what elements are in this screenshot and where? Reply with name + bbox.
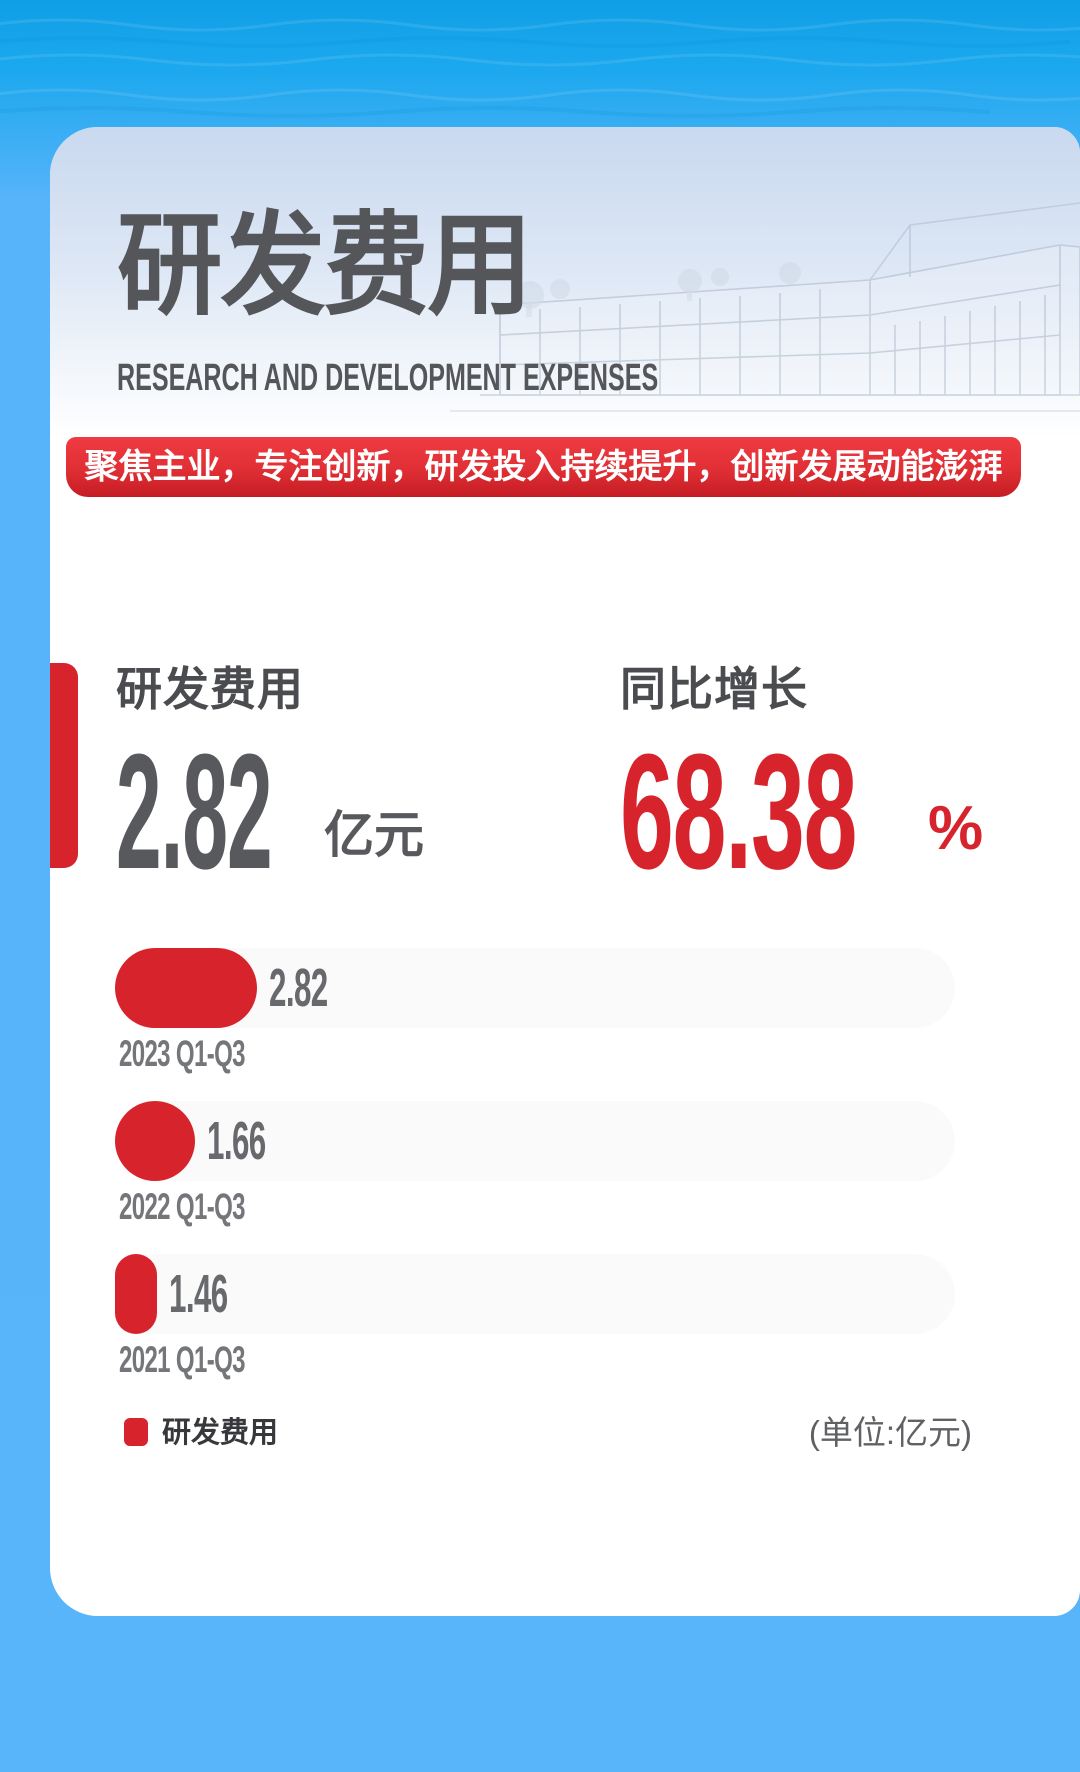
bar-value-label: 1.46 <box>169 1264 228 1324</box>
bar-track: 2.82 <box>115 948 955 1028</box>
bar-category-label: 2022 Q1-Q3 <box>119 1186 246 1227</box>
bar-fill <box>115 1101 195 1181</box>
stat-value: 68.38 <box>620 720 857 903</box>
red-accent-bar <box>50 663 78 868</box>
stat-label: 研发费用 <box>116 663 304 715</box>
content-card: 研发费用 RESEARCH AND DEVELOPMENT EXPENSES 聚… <box>50 127 1080 1616</box>
stat-label: 同比增长 <box>620 663 808 715</box>
stat-value: 2.82 <box>116 720 273 903</box>
bar-value-label: 2.82 <box>269 958 328 1018</box>
legend-swatch <box>124 1418 148 1446</box>
bar-track: 1.46 <box>115 1254 955 1334</box>
bar-category-label: 2021 Q1-Q3 <box>119 1339 246 1380</box>
page-subtitle: RESEARCH AND DEVELOPMENT EXPENSES <box>117 357 659 399</box>
bar-row: 2.82 2023 Q1-Q3 <box>115 948 955 1072</box>
bar-chart: 2.82 2023 Q1-Q3 1.66 2022 Q1-Q3 1.46 2021 Q1-… <box>115 948 955 1407</box>
stat-rd-expense: 研发费用 2.82 亿元 <box>116 665 424 894</box>
building-sketch-illustration <box>450 202 1080 412</box>
bar-fill <box>115 1254 157 1334</box>
card-header: 研发费用 RESEARCH AND DEVELOPMENT EXPENSES <box>50 127 1080 439</box>
water-texture-illustration <box>0 18 1080 118</box>
unit-note: (单位:亿元) <box>808 1414 972 1451</box>
bar-row: 1.66 2022 Q1-Q3 <box>115 1101 955 1225</box>
stat-yoy-growth: 同比增长 68.38 % <box>620 665 983 894</box>
bar-fill <box>115 948 257 1028</box>
chart-legend: 研发费用 (单位:亿元) <box>50 1414 1080 1451</box>
stat-unit: 亿元 <box>324 807 424 863</box>
bar-value-label: 1.66 <box>207 1111 266 1171</box>
slogan-banner: 聚焦主业，专注创新，研发投入持续提升，创新发展动能澎湃 <box>66 437 1021 497</box>
bar-category-label: 2023 Q1-Q3 <box>119 1033 246 1074</box>
legend-label: 研发费用 <box>162 1417 279 1449</box>
stat-unit: % <box>928 794 984 863</box>
page-title: 研发费用 <box>117 203 532 328</box>
bar-row: 1.46 2021 Q1-Q3 <box>115 1254 955 1378</box>
bar-track: 1.66 <box>115 1101 955 1181</box>
